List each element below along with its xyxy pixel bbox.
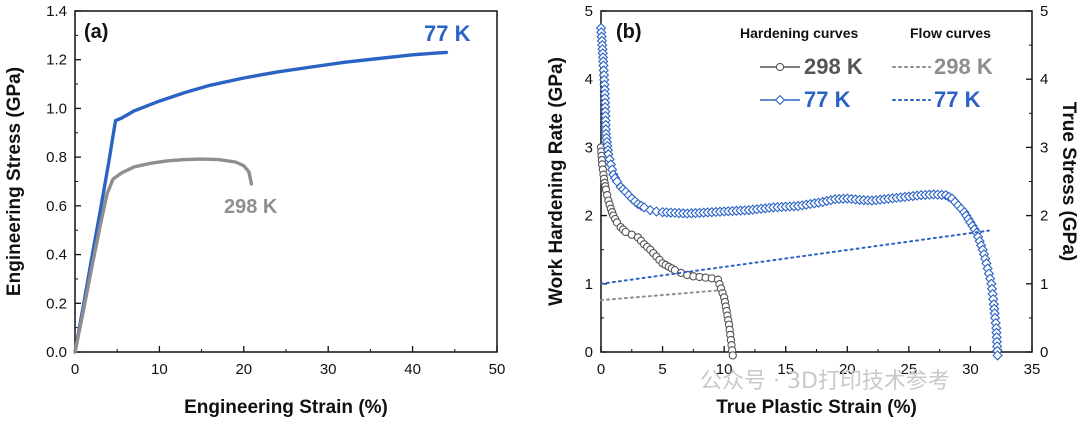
y-tick-label: 0 <box>585 344 593 361</box>
legend: Hardening curves Flow curves 298 K 77 K … <box>740 25 993 112</box>
series-label-77k: 77 K <box>424 21 471 46</box>
legend-label-77k-hardening: 77 K <box>804 87 851 112</box>
x-tick-label: 5 <box>658 361 666 378</box>
y2-tick-label: 1 <box>1040 276 1048 293</box>
x-tick-label: 30 <box>320 361 337 378</box>
series-line-77k <box>73 50 449 354</box>
y-tick-label: 3 <box>585 139 593 156</box>
panel-b-y2-axis-label: True Stress (GPa) <box>1058 102 1079 261</box>
y-tick-label: 1.0 <box>46 100 67 117</box>
watermark-text: 公众号 · 3D打印技术参考 <box>700 369 950 394</box>
y-tick-label: 1.4 <box>46 3 67 20</box>
panel-b-series <box>595 22 1003 361</box>
x-tick-label: 35 <box>1024 361 1041 378</box>
y2-tick-label: 0 <box>1040 344 1048 361</box>
y-tick-label: 0.0 <box>46 344 67 361</box>
y-tick-label: 2 <box>585 208 593 225</box>
x-tick-label: 10 <box>151 361 168 378</box>
y-tick-label: 1.2 <box>46 52 67 69</box>
y-tick-label: 0.8 <box>46 149 67 166</box>
y2-tick-label: 2 <box>1040 208 1048 225</box>
legend-marker-diamond <box>774 94 786 106</box>
legend-marker-circle <box>775 62 785 72</box>
x-tick-label: 40 <box>404 361 421 378</box>
series-line-77-k-flow <box>600 229 990 285</box>
x-tick-label: 25 <box>901 361 918 378</box>
x-tick-label: 20 <box>235 361 252 378</box>
panel-b: 0 5 10 15 20 25 30 350 01 12 23 34 45 5 (b) True Plas… <box>546 3 1079 418</box>
data-point-77-k-hardening <box>645 204 656 216</box>
x-tick-label: 30 <box>962 361 979 378</box>
y2-tick-label: 5 <box>1040 3 1048 20</box>
panel-a-y-axis-label: Engineering Stress (GPa) <box>4 67 25 296</box>
y-tick-label: 0.2 <box>46 295 67 312</box>
x-tick-label: 10 <box>716 361 733 378</box>
panel-a-label: (a) <box>84 21 108 43</box>
series-line-298k <box>73 157 254 354</box>
y-tick-label: 0.4 <box>46 247 67 264</box>
x-tick-label: 20 <box>839 361 856 378</box>
y2-tick-label: 3 <box>1040 139 1048 156</box>
data-point-77-k-hardening <box>992 350 1003 361</box>
legend-label-298k-hardening: 298 K <box>804 54 863 79</box>
x-tick-label: 0 <box>71 361 79 378</box>
data-point-298-k-hardening <box>728 351 737 360</box>
legend-flow-title: Flow curves <box>910 25 991 41</box>
legend-label-77k-flow: 77 K <box>934 87 981 112</box>
y2-tick-label: 4 <box>1040 71 1048 88</box>
panel-b-y-axis-label: Work Hardening Rate (GPa) <box>546 57 567 306</box>
y-tick-label: 1 <box>585 276 593 293</box>
series-line-298-k-hardening <box>600 147 734 356</box>
panel-b-x-axis-label: True Plastic Strain (%) <box>716 397 917 418</box>
series-label-298k: 298 K <box>224 196 278 218</box>
x-tick-label: 50 <box>489 361 506 378</box>
panel-b-label: (b) <box>616 21 642 43</box>
x-tick-label: 0 <box>597 361 605 378</box>
y-tick-label: 5 <box>585 3 593 20</box>
x-tick-label: 15 <box>777 361 794 378</box>
legend-label-298k-flow: 298 K <box>934 54 993 79</box>
panel-a-series <box>73 50 449 354</box>
panel-a-axes: 0 10 20 30 40 50 0.0 0.2 0.4 0.6 0.8 1.0 1.2 1.4 <box>46 3 505 378</box>
legend-hardening-title: Hardening curves <box>740 25 858 41</box>
data-point-77-k-hardening <box>651 206 662 217</box>
legend-symbol-298k-hardening <box>760 62 800 72</box>
panel-a: 0 10 20 30 40 500.00.20.40.60.81.01.21.4 (a) … <box>4 3 505 418</box>
y-tick-label: 4 <box>585 71 593 88</box>
series-line-298-k-flow <box>600 288 726 302</box>
legend-symbol-77k-hardening <box>760 94 800 106</box>
y-tick-label: 0.6 <box>46 198 67 215</box>
panel-a-x-axis-label: Engineering Strain (%) <box>184 397 388 418</box>
panel-a-plot-frame <box>74 10 498 353</box>
